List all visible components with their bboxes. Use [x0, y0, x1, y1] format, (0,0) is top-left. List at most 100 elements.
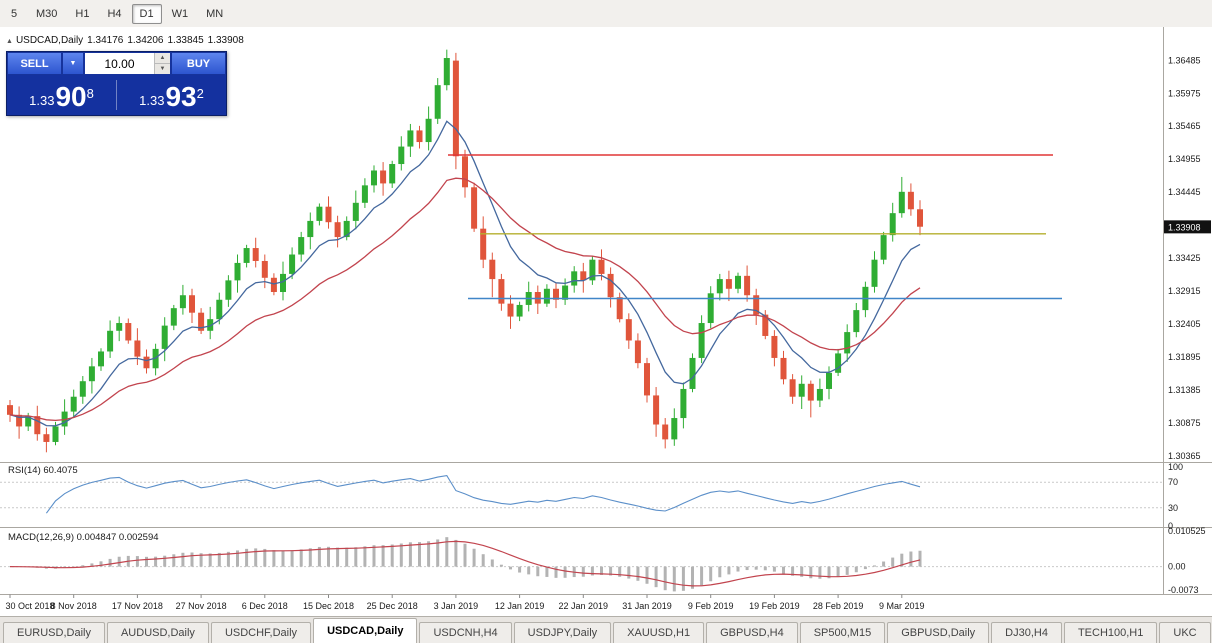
- trade-panel-prices: 1.33 90 8 1.33 93 2: [7, 75, 226, 115]
- candlestick-chart-canvas[interactable]: 1.36485 1.35975 1.35465 1.34955 1.34445 1.334…: [0, 27, 1212, 617]
- candle: [907, 183, 914, 216]
- timeframe-button-5[interactable]: 5: [2, 4, 26, 24]
- candle: [871, 251, 878, 293]
- chart-area[interactable]: 1.36485 1.35975 1.35465 1.34955 1.34445 1.334…: [0, 27, 1212, 617]
- candle: [143, 349, 150, 374]
- candle: [170, 304, 177, 331]
- candle: [725, 270, 732, 302]
- ohlc-high: 1.34206: [127, 35, 164, 46]
- candle: [498, 273, 505, 311]
- buy-price[interactable]: 1.33 93 2: [117, 75, 226, 115]
- timeframe-button-w1[interactable]: W1: [164, 4, 197, 24]
- main-price-pane[interactable]: [7, 49, 1062, 453]
- axis-label: -0.0073: [1168, 585, 1199, 595]
- chart-tab-sp500-m15[interactable]: SP500,M15: [799, 622, 886, 643]
- chart-tab-usdjpy-daily[interactable]: USDJPY,Daily: [513, 622, 612, 643]
- volume-field-wrap: ▲ ▼: [84, 52, 171, 75]
- candle: [252, 237, 259, 268]
- chart-tab-tech100-h1[interactable]: TECH100,H1: [1063, 622, 1158, 643]
- candle: [898, 176, 905, 218]
- chart-ohlc-header: ▲ USDCAD,Daily 1.34176 1.34206 1.33845 1.3390…: [6, 35, 248, 46]
- candle: [116, 316, 123, 342]
- candle: [507, 295, 514, 329]
- candle: [625, 313, 632, 349]
- chart-tab-dj30-h4[interactable]: DJ30,H4: [991, 622, 1062, 643]
- axis-label: MACD(12,26,9) 0.004847 0.002594: [8, 532, 159, 543]
- chart-tab-eurusd-daily[interactable]: EURUSD,Daily: [3, 622, 105, 643]
- candle: [571, 266, 578, 293]
- candle: [553, 282, 559, 309]
- collapse-icon[interactable]: ▲: [6, 38, 13, 45]
- candle: [334, 215, 341, 248]
- candle: [452, 52, 459, 170]
- candle: [298, 231, 305, 262]
- volume-input[interactable]: [85, 53, 154, 74]
- ohlc-open: 1.34176: [87, 35, 124, 46]
- candle: [534, 285, 541, 314]
- volume-up-button[interactable]: ▲: [155, 53, 170, 64]
- axis-label: 1.31895: [1168, 352, 1201, 362]
- axis-label: 30: [1168, 503, 1178, 513]
- chart-tab-gbpusd-daily[interactable]: GBPUSD,Daily: [887, 622, 990, 643]
- axis-label: 3 Jan 2019: [434, 601, 479, 611]
- chart-tab-audusd-daily[interactable]: AUDUSD,Daily: [106, 622, 209, 643]
- candle: [261, 254, 268, 289]
- macd-signal-line: [9, 540, 921, 587]
- ma-fast-line: [9, 120, 921, 427]
- chart-tab-xauusd-h1[interactable]: XAUUSD,H1: [613, 622, 705, 643]
- candle: [753, 288, 760, 325]
- chart-tab-ukc[interactable]: UKC: [1159, 622, 1211, 643]
- sell-button[interactable]: SELL: [7, 52, 62, 75]
- candle: [316, 203, 323, 226]
- candle: [680, 382, 687, 429]
- timeframe-button-mn[interactable]: MN: [198, 4, 231, 24]
- candle: [88, 357, 95, 394]
- candle: [98, 348, 104, 371]
- chart-tab-bar: EURUSD,Daily AUDUSD,Daily USDCHF,Daily USDC…: [0, 616, 1212, 643]
- one-click-trading-panel: SELL ▼ ▲ ▼ BUY 1.33 90 8: [6, 51, 227, 116]
- ohlc-close: 1.33908: [207, 35, 244, 46]
- timeframe-button-m30[interactable]: M30: [28, 4, 65, 24]
- candle: [371, 165, 377, 193]
- axis-label: 8 Nov 2018: [51, 601, 97, 611]
- axis-label: 19 Feb 2019: [749, 601, 800, 611]
- buy-price-sup: 2: [196, 86, 204, 101]
- axis-label: 0: [1168, 521, 1173, 531]
- volume-down-button[interactable]: ▼: [155, 64, 170, 74]
- candle: [516, 301, 523, 322]
- candle: [789, 374, 796, 404]
- candle: [243, 244, 250, 268]
- candle: [835, 348, 842, 377]
- axis-label: 6 Dec 2018: [242, 601, 288, 611]
- candle: [352, 190, 359, 230]
- candle: [744, 265, 751, 302]
- chart-tab-usdcad-daily[interactable]: USDCAD,Daily: [313, 618, 418, 643]
- buy-button[interactable]: BUY: [171, 52, 226, 75]
- chart-tab-gbpusd-h4[interactable]: GBPUSD,H4: [706, 622, 798, 643]
- sell-price[interactable]: 1.33 90 8: [7, 75, 116, 115]
- axis-label: 1.30365: [1168, 451, 1201, 461]
- price-axis[interactable]: 1.36485 1.35975 1.35465 1.34955 1.34445 1.334…: [1163, 27, 1212, 595]
- candle: [234, 254, 241, 293]
- axis-label: 28 Feb 2019: [813, 601, 864, 611]
- axis-label: 1.34445: [1168, 187, 1201, 197]
- axis-label: 17 Nov 2018: [112, 601, 163, 611]
- axis-label: 15 Dec 2018: [303, 601, 354, 611]
- timeframe-button-h1[interactable]: H1: [67, 4, 97, 24]
- candle: [16, 406, 23, 439]
- candle: [61, 399, 68, 435]
- candle: [580, 262, 587, 293]
- axis-label: 9 Feb 2019: [688, 601, 734, 611]
- timeframe-button-h4[interactable]: H4: [99, 4, 129, 24]
- rsi-pane: 100 70 30 0 RSI(14) 60.4075: [0, 462, 1183, 531]
- axis-label: 1.33425: [1168, 253, 1201, 263]
- volume-dropdown[interactable]: ▼: [62, 52, 84, 75]
- trade-panel-controls: SELL ▼ ▲ ▼ BUY: [7, 52, 226, 75]
- timeframe-button-d1[interactable]: D1: [131, 3, 162, 24]
- candle: [225, 275, 232, 307]
- candle: [152, 343, 159, 376]
- chart-tab-usdchf-daily[interactable]: USDCHF,Daily: [210, 622, 312, 643]
- chart-tab-usdcnh-h4[interactable]: USDCNH,H4: [419, 622, 512, 643]
- candle: [653, 387, 660, 437]
